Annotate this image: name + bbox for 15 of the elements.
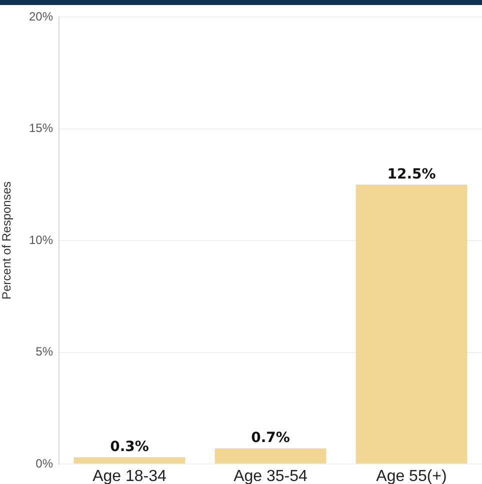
y-tick-label: 10% — [28, 232, 54, 247]
y-axis-title: Percent of Responses — [0, 181, 14, 300]
y-tick-label: 15% — [28, 121, 54, 136]
y-tick-label: 5% — [36, 344, 54, 359]
data-label: 12.5% — [387, 166, 436, 182]
bar — [74, 457, 186, 464]
x-tick-label: Age 55(+) — [376, 468, 447, 484]
y-tick-label: 20% — [28, 9, 54, 24]
x-tick-label: Age 35-54 — [234, 468, 308, 484]
bar — [356, 184, 468, 464]
y-tick-label: 0% — [36, 456, 54, 470]
bar — [214, 448, 326, 464]
data-label: 0.3% — [110, 438, 149, 455]
x-tick-label: Age 18-34 — [92, 468, 167, 484]
data-label: 0.7% — [251, 430, 290, 446]
